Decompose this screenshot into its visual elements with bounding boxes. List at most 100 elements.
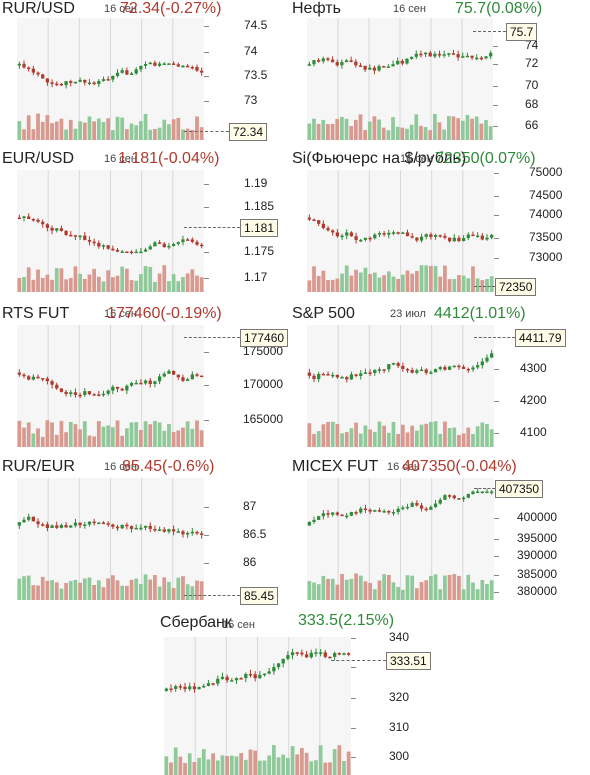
volume-bar <box>243 759 248 775</box>
candlestick-chart[interactable] <box>307 170 494 292</box>
candle-body <box>480 361 484 366</box>
volume-bar <box>45 580 50 600</box>
candle-body <box>382 233 386 235</box>
volume-bar <box>157 127 162 140</box>
quote-panel-3[interactable]: EUR/USD 16 сен 1.181(-0.04%) 1.19 1.185 1.175… <box>0 150 300 310</box>
candle-body <box>111 524 115 527</box>
candle-body <box>476 235 480 238</box>
candle-body <box>345 377 349 380</box>
volume-bar <box>475 426 480 447</box>
candle-body <box>50 381 54 385</box>
volume-bar <box>337 745 342 775</box>
candle-body <box>111 386 115 391</box>
volume-bar <box>68 119 73 140</box>
candle-body <box>27 67 31 70</box>
volume-bar <box>82 122 87 140</box>
volume-bar <box>271 744 276 775</box>
candle-body <box>428 52 432 57</box>
instrument-title: RUR/USD <box>2 0 75 17</box>
candle-body <box>349 60 353 62</box>
candle-body <box>190 239 194 242</box>
candle-body <box>59 228 64 231</box>
volume-bar <box>326 124 330 140</box>
candle-body <box>167 529 171 532</box>
candle-body <box>465 55 470 58</box>
y-tick-mark <box>204 26 209 27</box>
candle-body <box>359 373 363 376</box>
quote-panel-5[interactable]: RTS FUT 16 сен 177460(-0.19%) 175000 170000 1… <box>0 305 300 465</box>
volume-bar <box>363 425 368 447</box>
volume-bar <box>386 574 391 600</box>
candle-body <box>363 372 368 374</box>
volume-bar <box>465 114 470 140</box>
quote-panel-7[interactable]: RUR/EUR 16 сен 85.45(-0.6%) 87 86.5 86 85.45 <box>0 458 300 618</box>
candle-body <box>115 526 120 529</box>
volume-bar <box>185 421 190 447</box>
instrument-title: RUR/EUR <box>2 458 75 475</box>
candle-body <box>307 217 311 220</box>
volume-bar <box>106 578 111 600</box>
last-price-guide <box>473 31 506 32</box>
candlestick-chart[interactable] <box>164 637 351 775</box>
volume-bar <box>396 586 401 600</box>
candle-body <box>337 653 341 655</box>
candlestick-chart[interactable] <box>307 325 494 447</box>
candle-body <box>300 652 304 655</box>
candle-body <box>45 224 50 228</box>
volume-bar <box>45 115 50 140</box>
candle-body <box>244 673 248 679</box>
volume-bar <box>211 753 215 775</box>
candlestick-chart[interactable] <box>17 170 204 292</box>
candle-body <box>354 236 358 240</box>
candlestick-chart[interactable] <box>17 18 204 140</box>
y-tick-label: 380000 <box>517 584 558 598</box>
volume-bar <box>73 266 78 292</box>
candle-body <box>396 363 400 366</box>
candle-body <box>317 516 321 520</box>
candle-body <box>354 61 358 66</box>
candle-body <box>230 680 234 682</box>
volume-bar <box>410 425 415 447</box>
volume-bar <box>442 129 447 140</box>
y-tick-mark <box>204 52 209 53</box>
volume-bar <box>447 279 452 292</box>
volume-bar <box>316 584 321 600</box>
quote-panel-2[interactable]: Нефть 16 сен 75.7(0.08%) 74 72 70 68 66 75.7 <box>290 0 590 160</box>
candle-body <box>333 653 337 657</box>
instrument-title: RTS FUT <box>2 305 70 322</box>
candle-body <box>391 512 396 514</box>
volume-bar <box>372 431 377 447</box>
candle-body <box>457 237 461 242</box>
candle-body <box>335 512 340 515</box>
candle-body <box>484 56 488 59</box>
volume-bar <box>115 420 120 447</box>
candle-body <box>101 522 106 525</box>
quote-panel-4[interactable]: Si(Фьючерс на $/рубль) 16 сен 72350(0.07%)… <box>290 150 590 310</box>
volume-bar <box>110 130 115 140</box>
candle-body <box>190 66 194 69</box>
candlestick-chart[interactable] <box>307 18 493 140</box>
volume-bar <box>437 122 442 140</box>
quote-panel-6[interactable]: S&P 500 23 июл 4412(1.01%) 4300 4200 4100 4411… <box>290 305 590 465</box>
volume-bar <box>358 272 363 292</box>
volume-bar <box>438 433 443 447</box>
candle-body <box>410 503 414 507</box>
volume-bar <box>321 424 326 447</box>
candle-body <box>202 685 206 688</box>
volume-bar <box>234 756 239 775</box>
quote-panel-8[interactable]: MICEX FUT 16 сен 407350(-0.04%) 400000 39500… <box>290 458 590 618</box>
volume-bar <box>31 129 36 140</box>
candlestick-chart[interactable] <box>17 325 204 447</box>
candle-body <box>129 251 134 254</box>
candlestick-chart[interactable] <box>17 478 204 600</box>
volume-bar <box>257 760 262 775</box>
volume-bar <box>457 575 461 600</box>
candlestick-chart[interactable] <box>307 478 494 600</box>
volume-bar <box>414 588 419 600</box>
y-tick-mark <box>204 420 209 421</box>
volume-bar <box>304 752 309 775</box>
quote-panel-1[interactable]: RUR/USD 16 сен 72.34(-0.27%) 74.5 74 73.5 73 72… <box>0 0 300 160</box>
candle-body <box>363 237 368 240</box>
volume-bar <box>101 122 106 140</box>
